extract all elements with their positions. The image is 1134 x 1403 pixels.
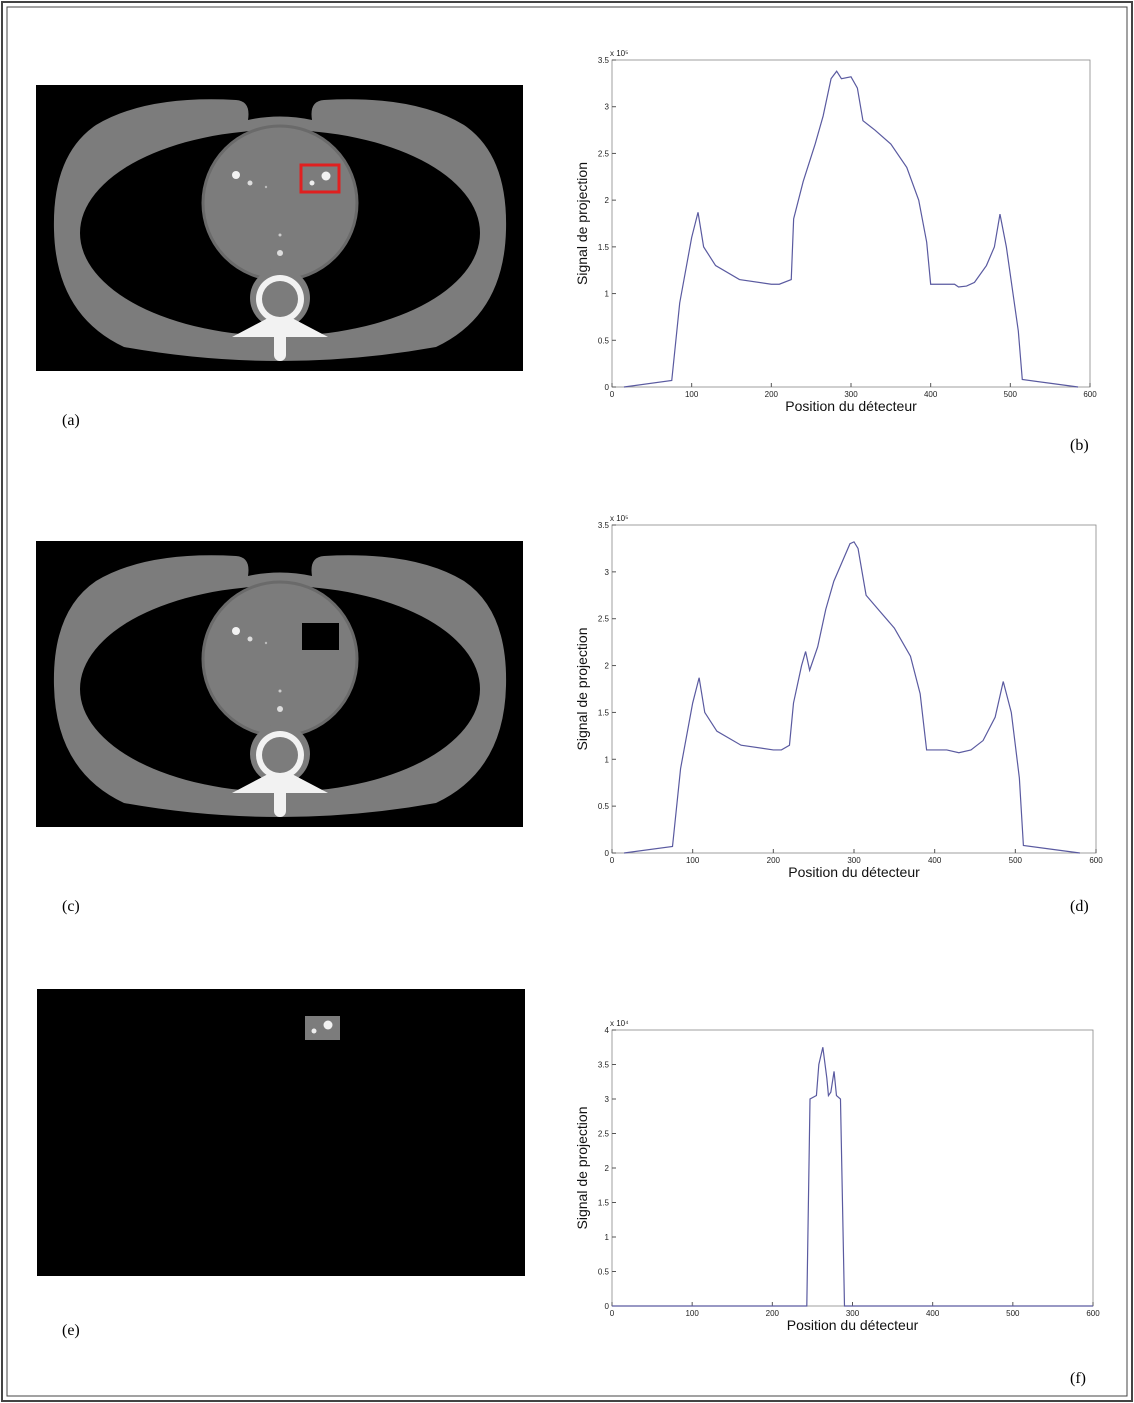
panel-label: (b) — [1070, 437, 1089, 454]
panel-label: (e) — [62, 1322, 80, 1339]
x-tick-label: 500 — [1004, 390, 1018, 399]
y-tick-label: 2 — [605, 196, 610, 205]
x-tick-label: 300 — [847, 856, 861, 865]
y-tick-label: 2.5 — [598, 1130, 610, 1139]
y-tick-label: 1 — [605, 755, 610, 764]
x-tick-label: 200 — [766, 1309, 780, 1318]
ct-image-e — [37, 989, 525, 1276]
panel-label: (d) — [1070, 898, 1089, 915]
x-tick-label: 100 — [685, 390, 699, 399]
y-tick-label: 1 — [605, 1233, 610, 1242]
plot-frame — [611, 1029, 1094, 1307]
y-tick-label: 2 — [605, 1164, 610, 1173]
panel-label: (f) — [1070, 1370, 1086, 1387]
y-tick-label: 3.5 — [598, 1061, 610, 1070]
y-multiplier: x 10⁵ — [610, 514, 628, 523]
x-axis-label: Position du détecteur — [787, 1317, 919, 1333]
y-tick-label: 0.5 — [598, 802, 610, 811]
x-tick-label: 300 — [846, 1309, 860, 1318]
x-tick-label: 0 — [610, 390, 615, 399]
frame-inner — [6, 6, 1128, 1397]
x-tick-label: 0 — [610, 1309, 615, 1318]
x-tick-label: 100 — [686, 856, 700, 865]
x-tick-label: 200 — [767, 856, 781, 865]
y-tick-label: 0 — [605, 383, 610, 392]
panel-label: (c) — [62, 898, 80, 915]
x-tick-label: 600 — [1089, 856, 1103, 865]
x-tick-label: 600 — [1086, 1309, 1100, 1318]
y-tick-label: 2.5 — [598, 615, 610, 624]
y-tick-label: 3.5 — [598, 56, 610, 65]
y-axis-label: Signal de projection — [574, 628, 590, 751]
x-tick-label: 400 — [926, 1309, 940, 1318]
y-tick-label: 3 — [605, 103, 610, 112]
x-tick-label: 500 — [1006, 1309, 1020, 1318]
data-line — [624, 541, 1080, 854]
ct-image-c — [34, 539, 525, 829]
y-tick-label: 1.5 — [598, 708, 610, 717]
x-tick-label: 500 — [1009, 856, 1023, 865]
x-tick-label: 0 — [610, 856, 615, 865]
y-tick-label: 0.5 — [598, 1268, 610, 1277]
y-tick-label: 0.5 — [598, 336, 610, 345]
x-tick-label: 200 — [765, 390, 779, 399]
x-tick-label: 600 — [1083, 390, 1097, 399]
x-tick-label: 300 — [844, 390, 858, 399]
panel-label: (a) — [62, 412, 80, 429]
y-tick-label: 0 — [605, 1302, 610, 1311]
y-tick-label: 1.5 — [598, 1199, 610, 1208]
data-line — [612, 1047, 1093, 1307]
y-multiplier: x 10⁴ — [610, 1019, 629, 1028]
y-tick-label: 1.5 — [598, 243, 610, 252]
x-tick-label: 400 — [924, 390, 938, 399]
y-tick-label: 0 — [605, 849, 610, 858]
y-tick-label: 1 — [605, 290, 610, 299]
y-tick-label: 3.5 — [598, 521, 610, 530]
y-tick-label: 4 — [605, 1026, 610, 1035]
data-line — [623, 70, 1079, 388]
x-axis-label: Position du détecteur — [785, 398, 917, 414]
plot-frame — [611, 524, 1097, 854]
y-axis-label: Signal de projection — [574, 1107, 590, 1230]
ct-image-a — [34, 83, 525, 373]
x-tick-label: 100 — [685, 1309, 699, 1318]
y-multiplier: x 10⁵ — [610, 49, 628, 58]
y-axis-label: Signal de projection — [574, 162, 590, 285]
y-tick-label: 2.5 — [598, 149, 610, 158]
x-axis-label: Position du détecteur — [788, 864, 920, 880]
y-tick-label: 3 — [605, 568, 610, 577]
y-tick-label: 2 — [605, 662, 610, 671]
y-tick-label: 3 — [605, 1095, 610, 1104]
x-tick-label: 400 — [928, 856, 942, 865]
